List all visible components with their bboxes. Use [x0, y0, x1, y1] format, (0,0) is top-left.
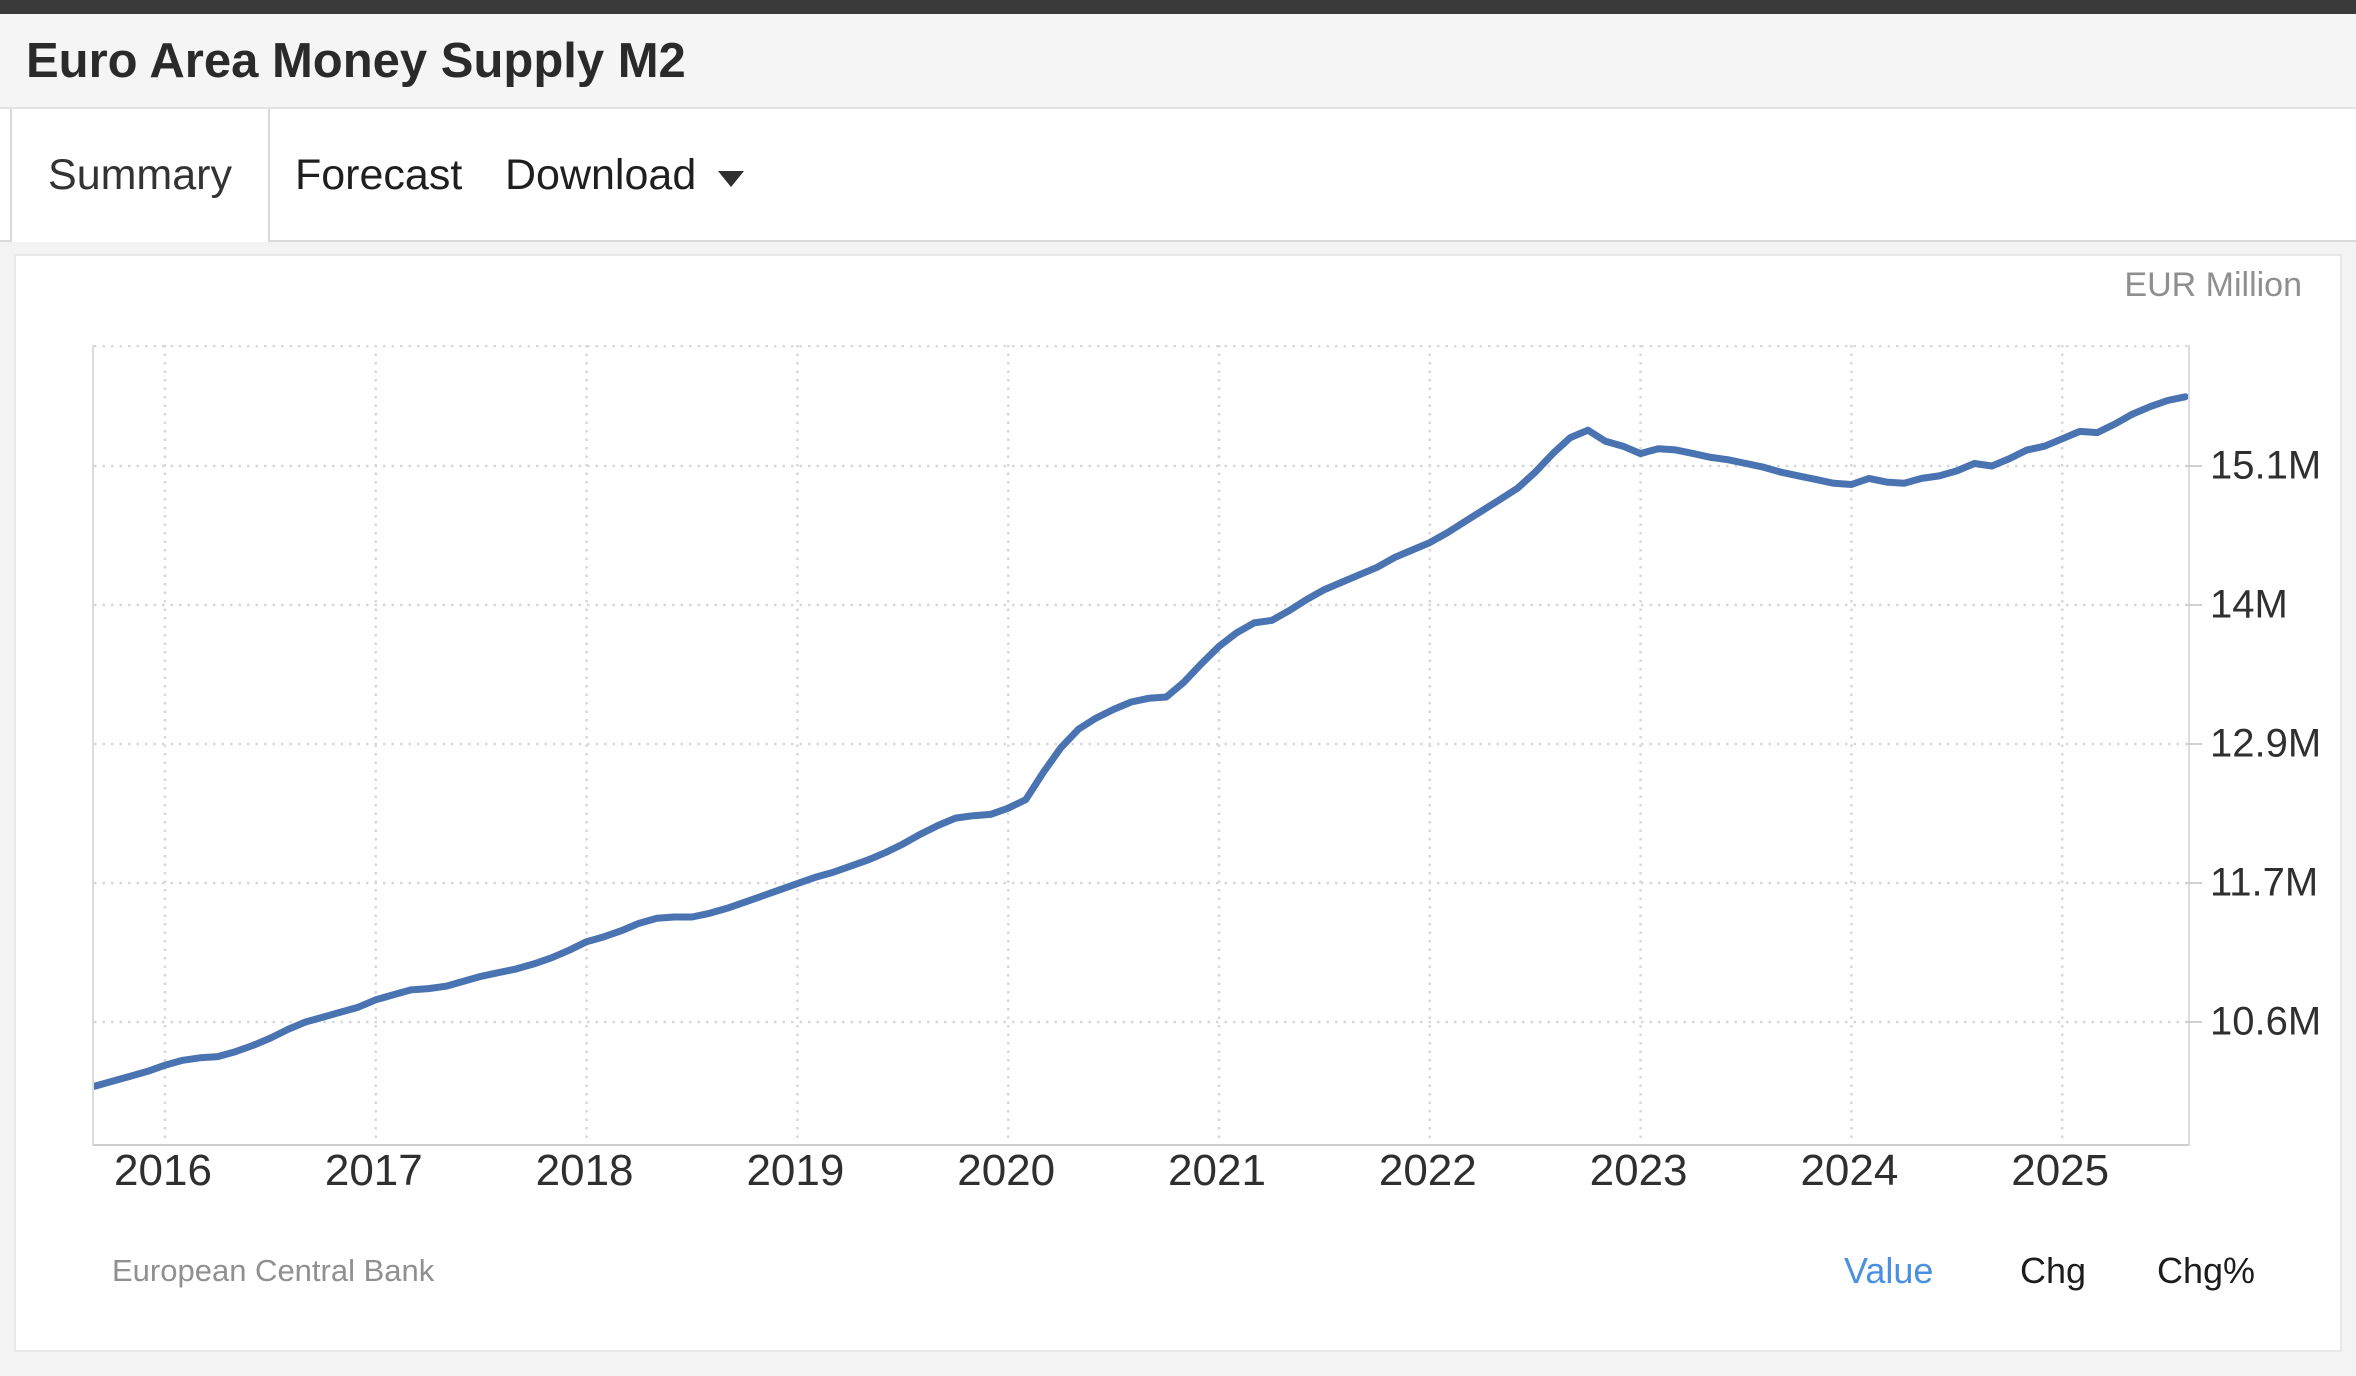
x-axis-label: 2017 [324, 1146, 423, 1195]
x-axis-label: 2022 [1378, 1146, 1477, 1195]
x-axis-label: 2020 [957, 1146, 1056, 1195]
x-axis-label: 2018 [535, 1146, 634, 1195]
line-chart-svg [94, 345, 2188, 1144]
y-axis-label: 12.9M [2210, 721, 2322, 766]
tab-download-label: Download [505, 151, 697, 199]
m2-series-line [94, 393, 2188, 1090]
y-axis-label: 15.1M [2210, 443, 2322, 488]
tab-download[interactable]: Download [505, 109, 745, 242]
x-axis-label: 2021 [1168, 1146, 1266, 1195]
page-header: Euro Area Money Supply M2 [0, 14, 2356, 109]
y-axis-label: 10.6M [2210, 999, 2322, 1044]
y-axis-tick [2186, 604, 2202, 606]
tab-summary-label: Summary [48, 151, 232, 199]
x-axis-label: 2016 [114, 1146, 212, 1195]
y-axis-tick [2186, 465, 2202, 467]
footer-link-chg[interactable]: Chg [2020, 1250, 2087, 1291]
y-axis-label: 14M [2210, 582, 2288, 627]
tab-bar-border [0, 240, 2356, 242]
x-axis-label: 2024 [1800, 1146, 1899, 1195]
y-axis-tick [2186, 743, 2202, 745]
chart-plot-area[interactable] [92, 345, 2190, 1146]
chart-source-label: European Central Bank [112, 1253, 435, 1288]
x-axis-label: 2025 [2011, 1146, 2110, 1195]
footer-link-value[interactable]: Value [1844, 1250, 1934, 1291]
x-axis-label: 2019 [746, 1146, 845, 1195]
footer-link-chg-pct[interactable]: Chg% [2157, 1250, 2256, 1291]
tab-bar: Summary Forecast Download [0, 109, 2356, 242]
browser-top-bar [0, 0, 2356, 14]
x-axis-label: 2023 [1589, 1146, 1688, 1195]
chart-panel [14, 254, 2342, 1352]
y-axis-label: 11.7M [2210, 860, 2319, 905]
tab-summary[interactable]: Summary [10, 109, 270, 242]
tab-forecast[interactable]: Forecast [295, 109, 462, 242]
tab-forecast-label: Forecast [295, 151, 463, 199]
page-title: Euro Area Money Supply M2 [26, 33, 686, 88]
y-axis-tick [2186, 882, 2202, 884]
chevron-down-icon [718, 170, 745, 187]
y-axis-tick [2186, 1021, 2202, 1023]
axis-unit-label: EUR Million [2124, 266, 2302, 304]
